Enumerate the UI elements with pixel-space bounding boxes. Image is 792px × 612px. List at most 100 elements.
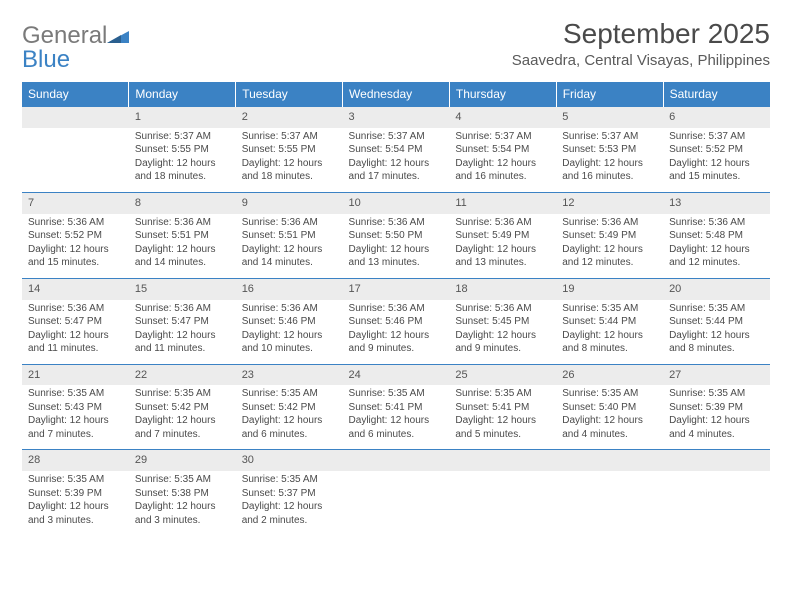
day-info-cell: Sunrise: 5:36 AMSunset: 5:50 PMDaylight:… [343, 214, 450, 279]
sunset-text: Sunset: 5:46 PM [349, 315, 444, 329]
sunset-text: Sunset: 5:47 PM [28, 315, 123, 329]
day-info-cell: Sunrise: 5:37 AMSunset: 5:52 PMDaylight:… [663, 128, 770, 193]
daylight-text: Daylight: 12 hours and 5 minutes. [455, 414, 550, 441]
sunrise-text: Sunrise: 5:35 AM [242, 387, 337, 401]
day-number-cell: 2 [236, 107, 343, 128]
daylight-text: Daylight: 12 hours and 10 minutes. [242, 329, 337, 356]
sunset-text: Sunset: 5:41 PM [349, 401, 444, 415]
day-info-cell: Sunrise: 5:37 AMSunset: 5:55 PMDaylight:… [129, 128, 236, 193]
weekday-header: Sunday [22, 82, 129, 107]
day-number-cell: 15 [129, 278, 236, 299]
sunrise-text: Sunrise: 5:36 AM [135, 216, 230, 230]
logo-triangle-icon [107, 24, 129, 40]
day-info-cell: Sunrise: 5:35 AMSunset: 5:37 PMDaylight:… [236, 471, 343, 535]
sunset-text: Sunset: 5:55 PM [135, 143, 230, 157]
sunset-text: Sunset: 5:47 PM [135, 315, 230, 329]
day-info-cell: Sunrise: 5:35 AMSunset: 5:44 PMDaylight:… [556, 300, 663, 365]
day-info-cell: Sunrise: 5:36 AMSunset: 5:47 PMDaylight:… [129, 300, 236, 365]
sunrise-text: Sunrise: 5:36 AM [455, 302, 550, 316]
sunrise-text: Sunrise: 5:37 AM [455, 130, 550, 144]
day-number-cell: 16 [236, 278, 343, 299]
daylight-text: Daylight: 12 hours and 6 minutes. [242, 414, 337, 441]
sunrise-text: Sunrise: 5:35 AM [455, 387, 550, 401]
sunrise-text: Sunrise: 5:35 AM [135, 387, 230, 401]
sunrise-text: Sunrise: 5:35 AM [562, 302, 657, 316]
sunset-text: Sunset: 5:37 PM [242, 487, 337, 501]
sunrise-text: Sunrise: 5:37 AM [349, 130, 444, 144]
sunset-text: Sunset: 5:55 PM [242, 143, 337, 157]
day-number-cell: 24 [343, 364, 450, 385]
logo-word1: General [22, 22, 107, 49]
day-number-row: 123456 [22, 107, 770, 128]
day-number-cell: 8 [129, 192, 236, 213]
sunset-text: Sunset: 5:39 PM [28, 487, 123, 501]
daylight-text: Daylight: 12 hours and 13 minutes. [349, 243, 444, 270]
sunset-text: Sunset: 5:48 PM [669, 229, 764, 243]
sunrise-text: Sunrise: 5:36 AM [242, 216, 337, 230]
sunrise-text: Sunrise: 5:36 AM [349, 216, 444, 230]
sunrise-text: Sunrise: 5:35 AM [669, 302, 764, 316]
day-number-cell: 27 [663, 364, 770, 385]
day-info-cell: Sunrise: 5:36 AMSunset: 5:51 PMDaylight:… [129, 214, 236, 279]
day-info-cell: Sunrise: 5:35 AMSunset: 5:39 PMDaylight:… [663, 385, 770, 450]
logo-text: General Blue [22, 24, 129, 72]
sunrise-text: Sunrise: 5:36 AM [349, 302, 444, 316]
sunrise-text: Sunrise: 5:35 AM [28, 387, 123, 401]
weekday-header: Monday [129, 82, 236, 107]
daylight-text: Daylight: 12 hours and 11 minutes. [28, 329, 123, 356]
sunset-text: Sunset: 5:52 PM [669, 143, 764, 157]
sunset-text: Sunset: 5:43 PM [28, 401, 123, 415]
daylight-text: Daylight: 12 hours and 12 minutes. [562, 243, 657, 270]
header: General Blue September 2025 Saavedra, Ce… [22, 18, 770, 72]
day-number-cell: 10 [343, 192, 450, 213]
day-info-cell: Sunrise: 5:35 AMSunset: 5:43 PMDaylight:… [22, 385, 129, 450]
day-number-cell: 9 [236, 192, 343, 213]
daylight-text: Daylight: 12 hours and 8 minutes. [562, 329, 657, 356]
sunset-text: Sunset: 5:54 PM [349, 143, 444, 157]
daylight-text: Daylight: 12 hours and 18 minutes. [135, 157, 230, 184]
sunrise-text: Sunrise: 5:37 AM [669, 130, 764, 144]
day-info-cell: Sunrise: 5:37 AMSunset: 5:54 PMDaylight:… [449, 128, 556, 193]
logo-word2: Blue [22, 46, 70, 73]
day-number-row: 21222324252627 [22, 364, 770, 385]
day-number-cell: 19 [556, 278, 663, 299]
sunset-text: Sunset: 5:39 PM [669, 401, 764, 415]
day-number-cell [663, 450, 770, 471]
day-info-cell: Sunrise: 5:36 AMSunset: 5:51 PMDaylight:… [236, 214, 343, 279]
day-number-cell: 20 [663, 278, 770, 299]
daylight-text: Daylight: 12 hours and 8 minutes. [669, 329, 764, 356]
daylight-text: Daylight: 12 hours and 6 minutes. [349, 414, 444, 441]
sunset-text: Sunset: 5:41 PM [455, 401, 550, 415]
daylight-text: Daylight: 12 hours and 4 minutes. [669, 414, 764, 441]
daylight-text: Daylight: 12 hours and 9 minutes. [455, 329, 550, 356]
sunset-text: Sunset: 5:46 PM [242, 315, 337, 329]
day-number-row: 14151617181920 [22, 278, 770, 299]
sunset-text: Sunset: 5:49 PM [455, 229, 550, 243]
day-info-cell: Sunrise: 5:36 AMSunset: 5:49 PMDaylight:… [556, 214, 663, 279]
sunrise-text: Sunrise: 5:35 AM [349, 387, 444, 401]
title-block: September 2025 Saavedra, Central Visayas… [512, 18, 770, 69]
day-info-cell: Sunrise: 5:36 AMSunset: 5:52 PMDaylight:… [22, 214, 129, 279]
calendar-body: 123456Sunrise: 5:37 AMSunset: 5:55 PMDay… [22, 107, 770, 536]
day-info-row: Sunrise: 5:37 AMSunset: 5:55 PMDaylight:… [22, 128, 770, 193]
sunset-text: Sunset: 5:42 PM [135, 401, 230, 415]
sunrise-text: Sunrise: 5:37 AM [562, 130, 657, 144]
day-number-cell: 7 [22, 192, 129, 213]
sunset-text: Sunset: 5:49 PM [562, 229, 657, 243]
sunrise-text: Sunrise: 5:36 AM [455, 216, 550, 230]
day-info-cell [663, 471, 770, 535]
day-info-cell: Sunrise: 5:36 AMSunset: 5:46 PMDaylight:… [236, 300, 343, 365]
day-info-cell: Sunrise: 5:36 AMSunset: 5:46 PMDaylight:… [343, 300, 450, 365]
location: Saavedra, Central Visayas, Philippines [512, 52, 770, 69]
sunset-text: Sunset: 5:50 PM [349, 229, 444, 243]
daylight-text: Daylight: 12 hours and 15 minutes. [669, 157, 764, 184]
sunset-text: Sunset: 5:42 PM [242, 401, 337, 415]
daylight-text: Daylight: 12 hours and 16 minutes. [562, 157, 657, 184]
weekday-header: Tuesday [236, 82, 343, 107]
sunset-text: Sunset: 5:40 PM [562, 401, 657, 415]
daylight-text: Daylight: 12 hours and 14 minutes. [242, 243, 337, 270]
day-info-cell [22, 128, 129, 193]
sunrise-text: Sunrise: 5:35 AM [242, 473, 337, 487]
day-number-cell: 11 [449, 192, 556, 213]
day-info-cell [449, 471, 556, 535]
